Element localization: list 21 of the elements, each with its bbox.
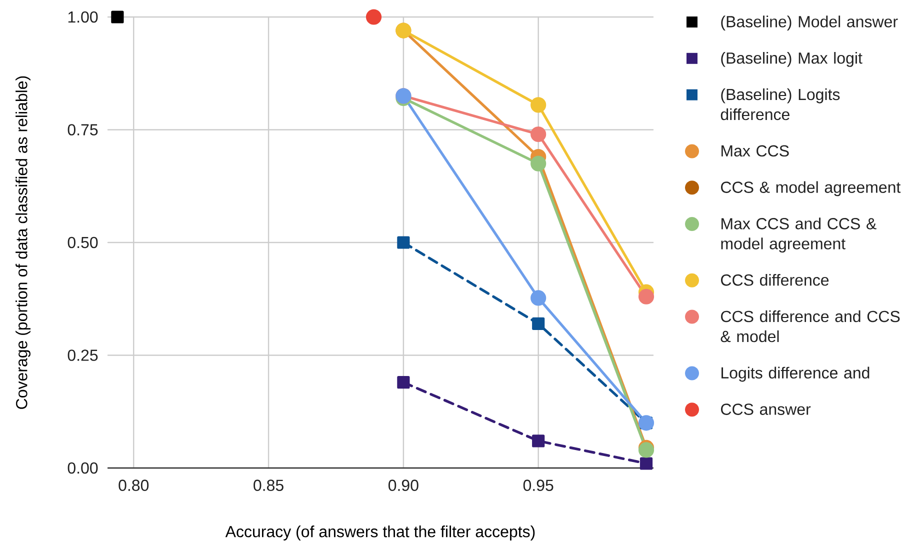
legend-label: CCS answer xyxy=(721,404,811,415)
legend-label: (Baseline) Model answer xyxy=(721,16,898,31)
legend-label: Logits difference and xyxy=(722,366,870,382)
x-tick-label: 0.80 xyxy=(118,480,149,491)
legend-label: (Baseline) Max logit xyxy=(721,52,862,67)
x-axis-title: Accuracy (of answers that the filter accepts) xyxy=(225,526,535,540)
legend-label: CCS & model agreement xyxy=(721,181,901,196)
x-tick-label: 0.95 xyxy=(523,480,554,491)
y-tick-label: 1.00 xyxy=(68,11,98,23)
x-tick-label: 0.85 xyxy=(254,480,284,491)
y-tick-label: 0.50 xyxy=(68,236,98,248)
legend-label: Max CCS and CCS & model agreement xyxy=(721,218,876,253)
y-tick-label: 0.75 xyxy=(68,124,98,136)
legend-label: CCS difference and CCS & model xyxy=(720,310,900,342)
y-tick-label: 0.00 xyxy=(68,462,98,474)
y-tick-label: 0.25 xyxy=(68,350,98,361)
x-tick-label: 0.90 xyxy=(388,480,418,491)
legend-label: CCS difference xyxy=(721,274,829,286)
legend-label: (Baseline) Logits difference xyxy=(720,88,840,120)
y-axis-title: Coverage (portion of data classified as reliable) xyxy=(16,76,30,409)
legend-label: Max CCS xyxy=(722,145,789,157)
